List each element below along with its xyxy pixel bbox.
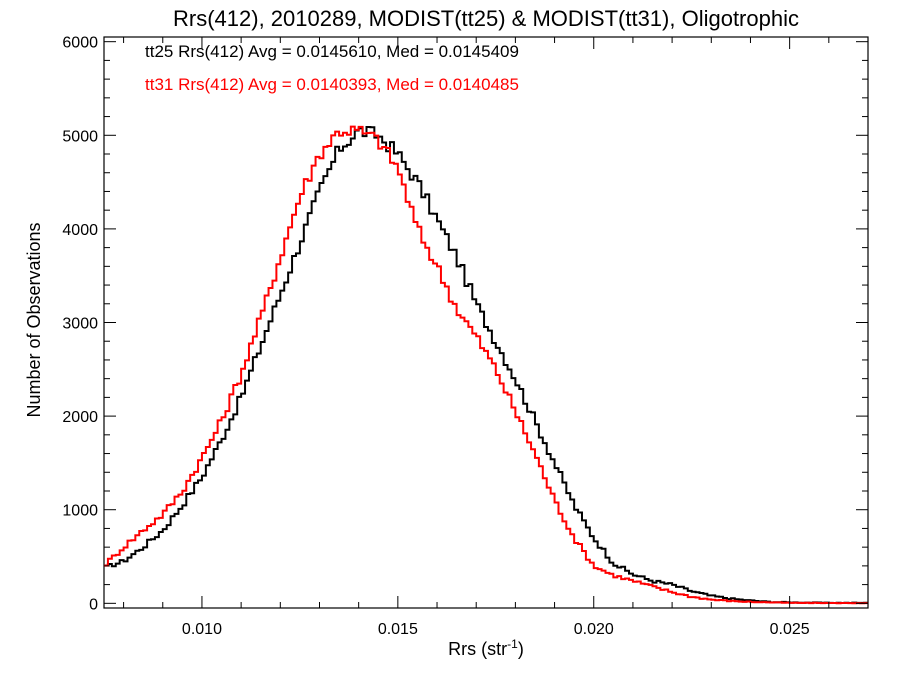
y-tick-label: 5000 bbox=[62, 128, 98, 145]
y-tick-label: 3000 bbox=[62, 316, 98, 333]
y-tick-label: 1000 bbox=[62, 503, 98, 520]
series-layer bbox=[104, 125, 868, 605]
y-tick-label: 4000 bbox=[62, 222, 98, 239]
y-axis-ticks: 0 1000 2000 3000 4000 5000 6000 bbox=[62, 35, 868, 613]
series-line-tt31 bbox=[104, 125, 868, 605]
x-tick-label: 0.025 bbox=[770, 621, 810, 638]
y-axis-title: Number of Observations bbox=[24, 222, 44, 417]
legend-entry-tt31: tt31 Rrs(412) Avg = 0.0140393, Med = 0.0… bbox=[145, 75, 519, 94]
x-tick-label: 0.015 bbox=[378, 621, 418, 638]
x-axis-title-close: ) bbox=[518, 639, 524, 659]
x-axis-title-sup: -1 bbox=[507, 637, 518, 651]
plot-frame bbox=[103, 36, 869, 609]
legend-entry-tt25: tt25 Rrs(412) Avg = 0.0145610, Med = 0.0… bbox=[145, 42, 519, 61]
y-tick-label: 0 bbox=[89, 596, 98, 613]
x-axis-title-main: Rrs (str bbox=[448, 639, 507, 659]
y-tick-label: 6000 bbox=[62, 35, 98, 52]
x-axis-ticks: 0.010 0.015 0.020 0.025 bbox=[123, 37, 869, 638]
y-tick-label: 2000 bbox=[62, 409, 98, 426]
chart-title: Rrs(412), 2010289, MODIST(tt25) & MODIST… bbox=[173, 6, 799, 31]
x-tick-label: 0.010 bbox=[182, 621, 222, 638]
series-line-tt25 bbox=[104, 126, 868, 605]
x-axis-title: Rrs (str-1) bbox=[448, 637, 524, 659]
x-tick-label: 0.020 bbox=[574, 621, 614, 638]
plot-border bbox=[103, 36, 869, 609]
